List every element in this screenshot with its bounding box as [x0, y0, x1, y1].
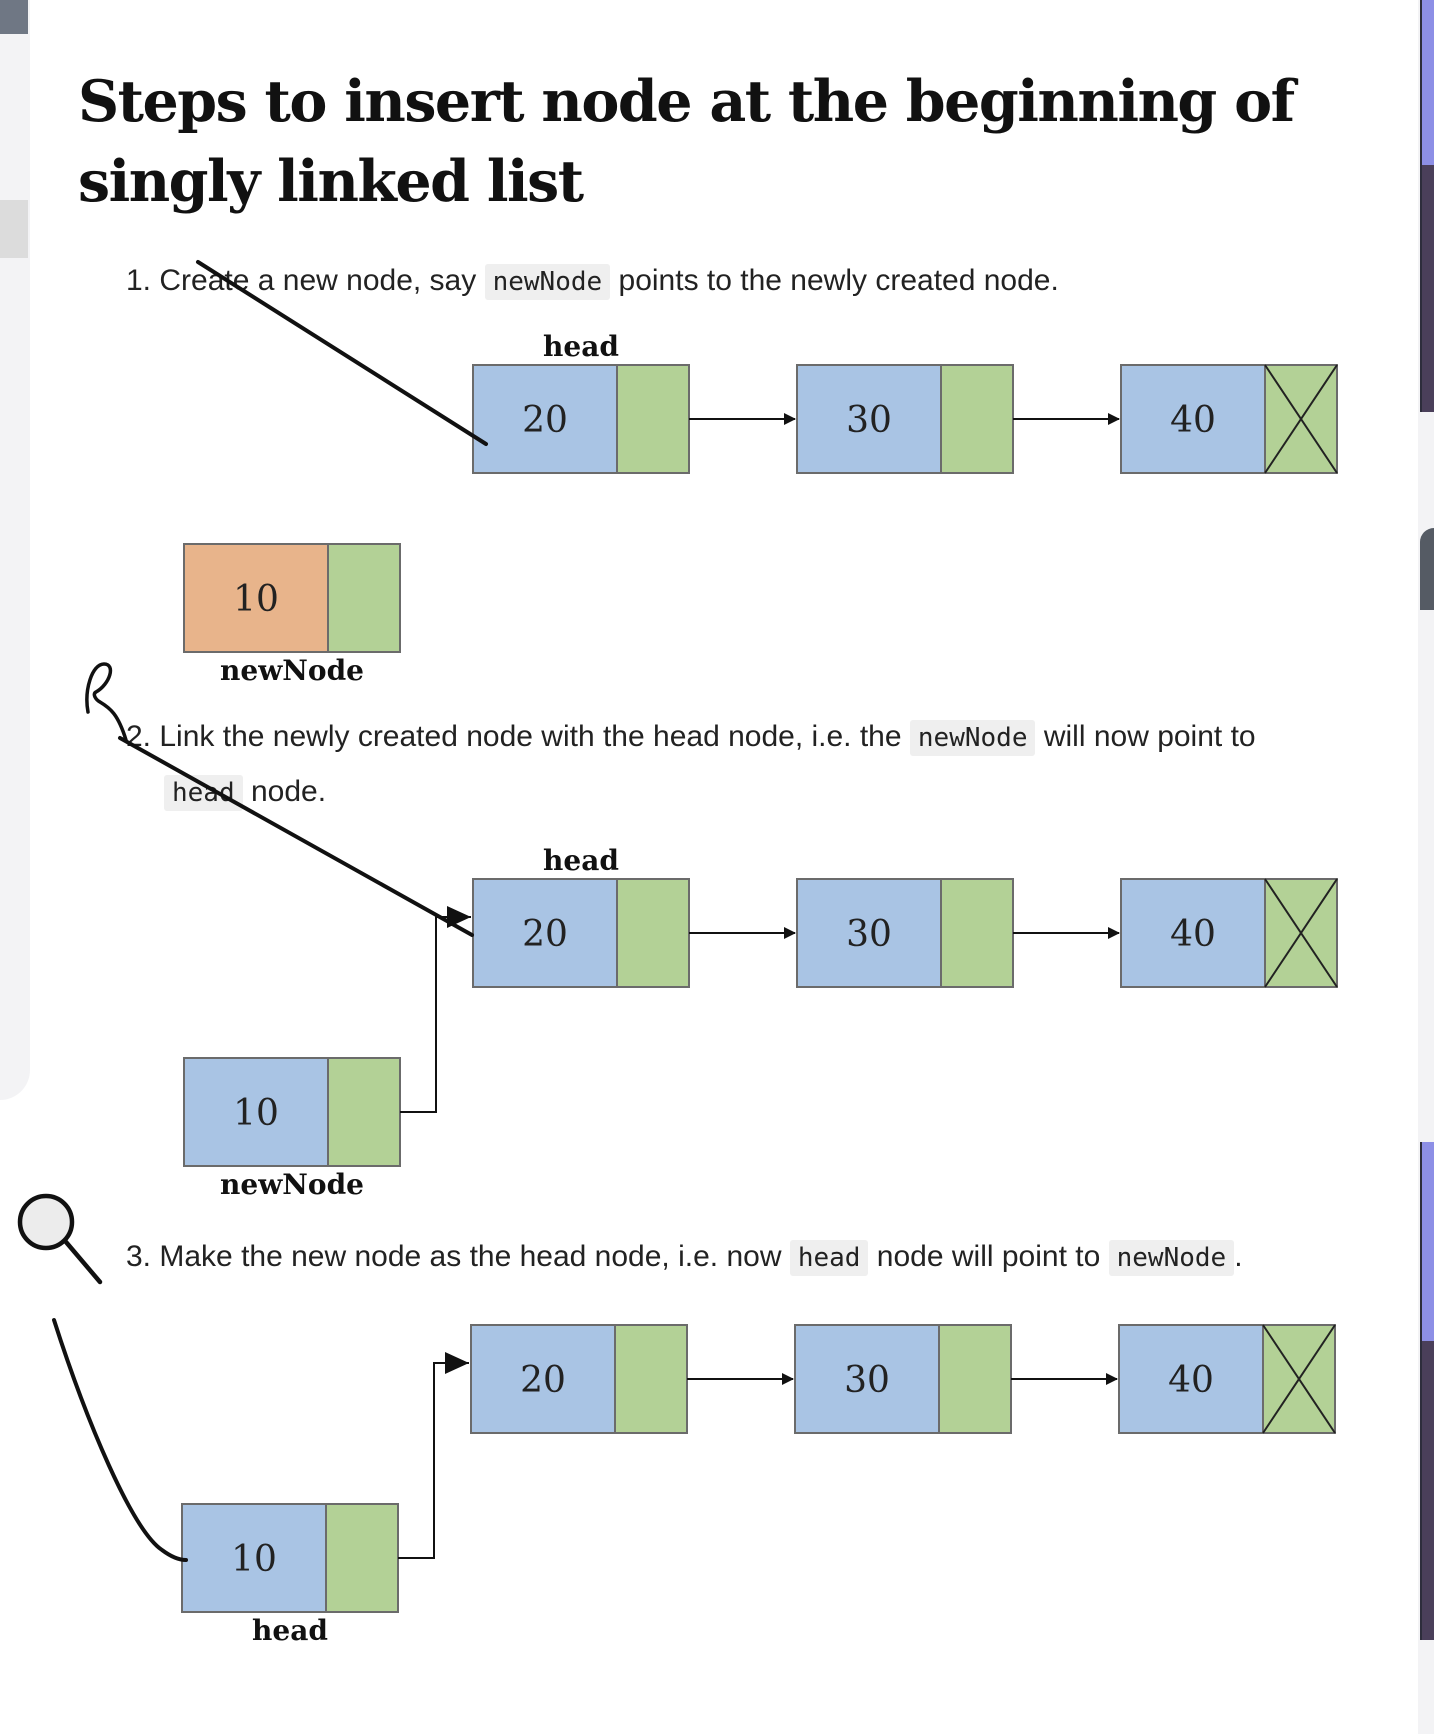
- node-pointer-cell: [1264, 878, 1338, 988]
- step-1: 1. Create a new node, say newNode points…: [126, 254, 1059, 309]
- code-head: head: [164, 775, 243, 811]
- new-node-next-arrow: [400, 906, 471, 1113]
- new-node-value: 10: [233, 1093, 279, 1134]
- node-value: 40: [1170, 400, 1216, 441]
- code-newnode: newNode: [1108, 1240, 1235, 1276]
- step-text: Link the newly created node with the hea…: [159, 720, 902, 753]
- node-data-cell: [796, 364, 942, 474]
- new-node-pointer-cell: [327, 543, 401, 653]
- code-head: head: [789, 1240, 869, 1276]
- head-label: head: [543, 330, 619, 363]
- new-node-pointer-cell: [327, 1057, 401, 1167]
- code-newnode: newNode: [484, 264, 611, 300]
- head-label: head: [543, 844, 619, 877]
- new-node-label: newNode: [220, 1168, 364, 1201]
- step-number: 2.: [126, 720, 152, 753]
- new-node-pointer-cell: [325, 1503, 399, 1613]
- left-panel-tab-2[interactable]: [0, 200, 28, 258]
- node-value: 30: [846, 400, 892, 441]
- new-node-next-arrow: [398, 1352, 469, 1559]
- new-node-label: newNode: [220, 654, 364, 687]
- node-pointer-cell: [614, 1324, 688, 1434]
- hand-drawn-scribble: [85, 662, 128, 742]
- step-text: .: [1234, 1240, 1243, 1273]
- null-cross-line: [1264, 878, 1338, 988]
- step-2: 2. Link the newly created node with the …: [126, 710, 1371, 820]
- new-node-value: 10: [233, 579, 279, 620]
- step-number: 3.: [126, 1240, 152, 1273]
- step-text: points to the newly created node.: [618, 264, 1059, 297]
- node-data-cell: [1118, 1324, 1264, 1434]
- node-pointer-cell: [940, 878, 1014, 988]
- node-pointer-cell: [616, 878, 690, 988]
- step-text: node.: [250, 775, 327, 808]
- node-pointer-cell: [616, 364, 690, 474]
- new-node-data-cell: [183, 543, 329, 653]
- node-pointer-cell: [938, 1324, 1012, 1434]
- new-node-label: head: [252, 1614, 328, 1647]
- new-node-data-cell: [181, 1503, 327, 1613]
- new-node-value: 10: [231, 1539, 277, 1580]
- node-value: 20: [522, 400, 568, 441]
- node-pointer-cell: [1262, 1324, 1336, 1434]
- article-title: Steps to insert node at the beginning of…: [78, 68, 1295, 215]
- node-data-cell: [794, 1324, 940, 1434]
- null-cross-line: [1262, 1324, 1336, 1434]
- step-number: 1.: [126, 264, 152, 297]
- step-3: 3. Make the new node as the head node, i…: [126, 1230, 1243, 1285]
- node-value: 40: [1170, 914, 1216, 955]
- node-data-cell: [472, 878, 618, 988]
- node-value: 30: [846, 914, 892, 955]
- step-text: Create a new node, say: [159, 264, 477, 297]
- node-pointer-cell: [1264, 364, 1338, 474]
- null-cross-line: [1264, 878, 1338, 988]
- right-thumbnail-2[interactable]: [1420, 528, 1434, 610]
- node-data-cell: [1120, 878, 1266, 988]
- node-data-cell: [796, 878, 942, 988]
- null-cross-line: [1264, 364, 1338, 474]
- node-data-cell: [472, 364, 618, 474]
- left-panel-tab[interactable]: [0, 0, 28, 34]
- null-cross-line: [1264, 364, 1338, 474]
- left-side-panel: [0, 0, 30, 1100]
- node-data-cell: [1120, 364, 1266, 474]
- step-text: will now point to: [1043, 720, 1256, 753]
- hand-drawn-curve: [52, 1318, 188, 1562]
- step-text: node will point to: [876, 1240, 1101, 1273]
- new-node-data-cell: [183, 1057, 329, 1167]
- node-value: 20: [520, 1360, 566, 1401]
- node-value: 20: [522, 914, 568, 955]
- null-cross-line: [1262, 1324, 1336, 1434]
- right-thumbnail-3[interactable]: [1420, 1142, 1434, 1640]
- right-thumbnail-1[interactable]: [1420, 0, 1434, 412]
- node-data-cell: [470, 1324, 616, 1434]
- node-value: 40: [1168, 1360, 1214, 1401]
- node-value: 30: [844, 1360, 890, 1401]
- code-newnode: newNode: [909, 720, 1036, 756]
- step-text: Make the new node as the head node, i.e.…: [159, 1240, 782, 1273]
- magnifier-icon: [17, 1193, 103, 1285]
- node-pointer-cell: [940, 364, 1014, 474]
